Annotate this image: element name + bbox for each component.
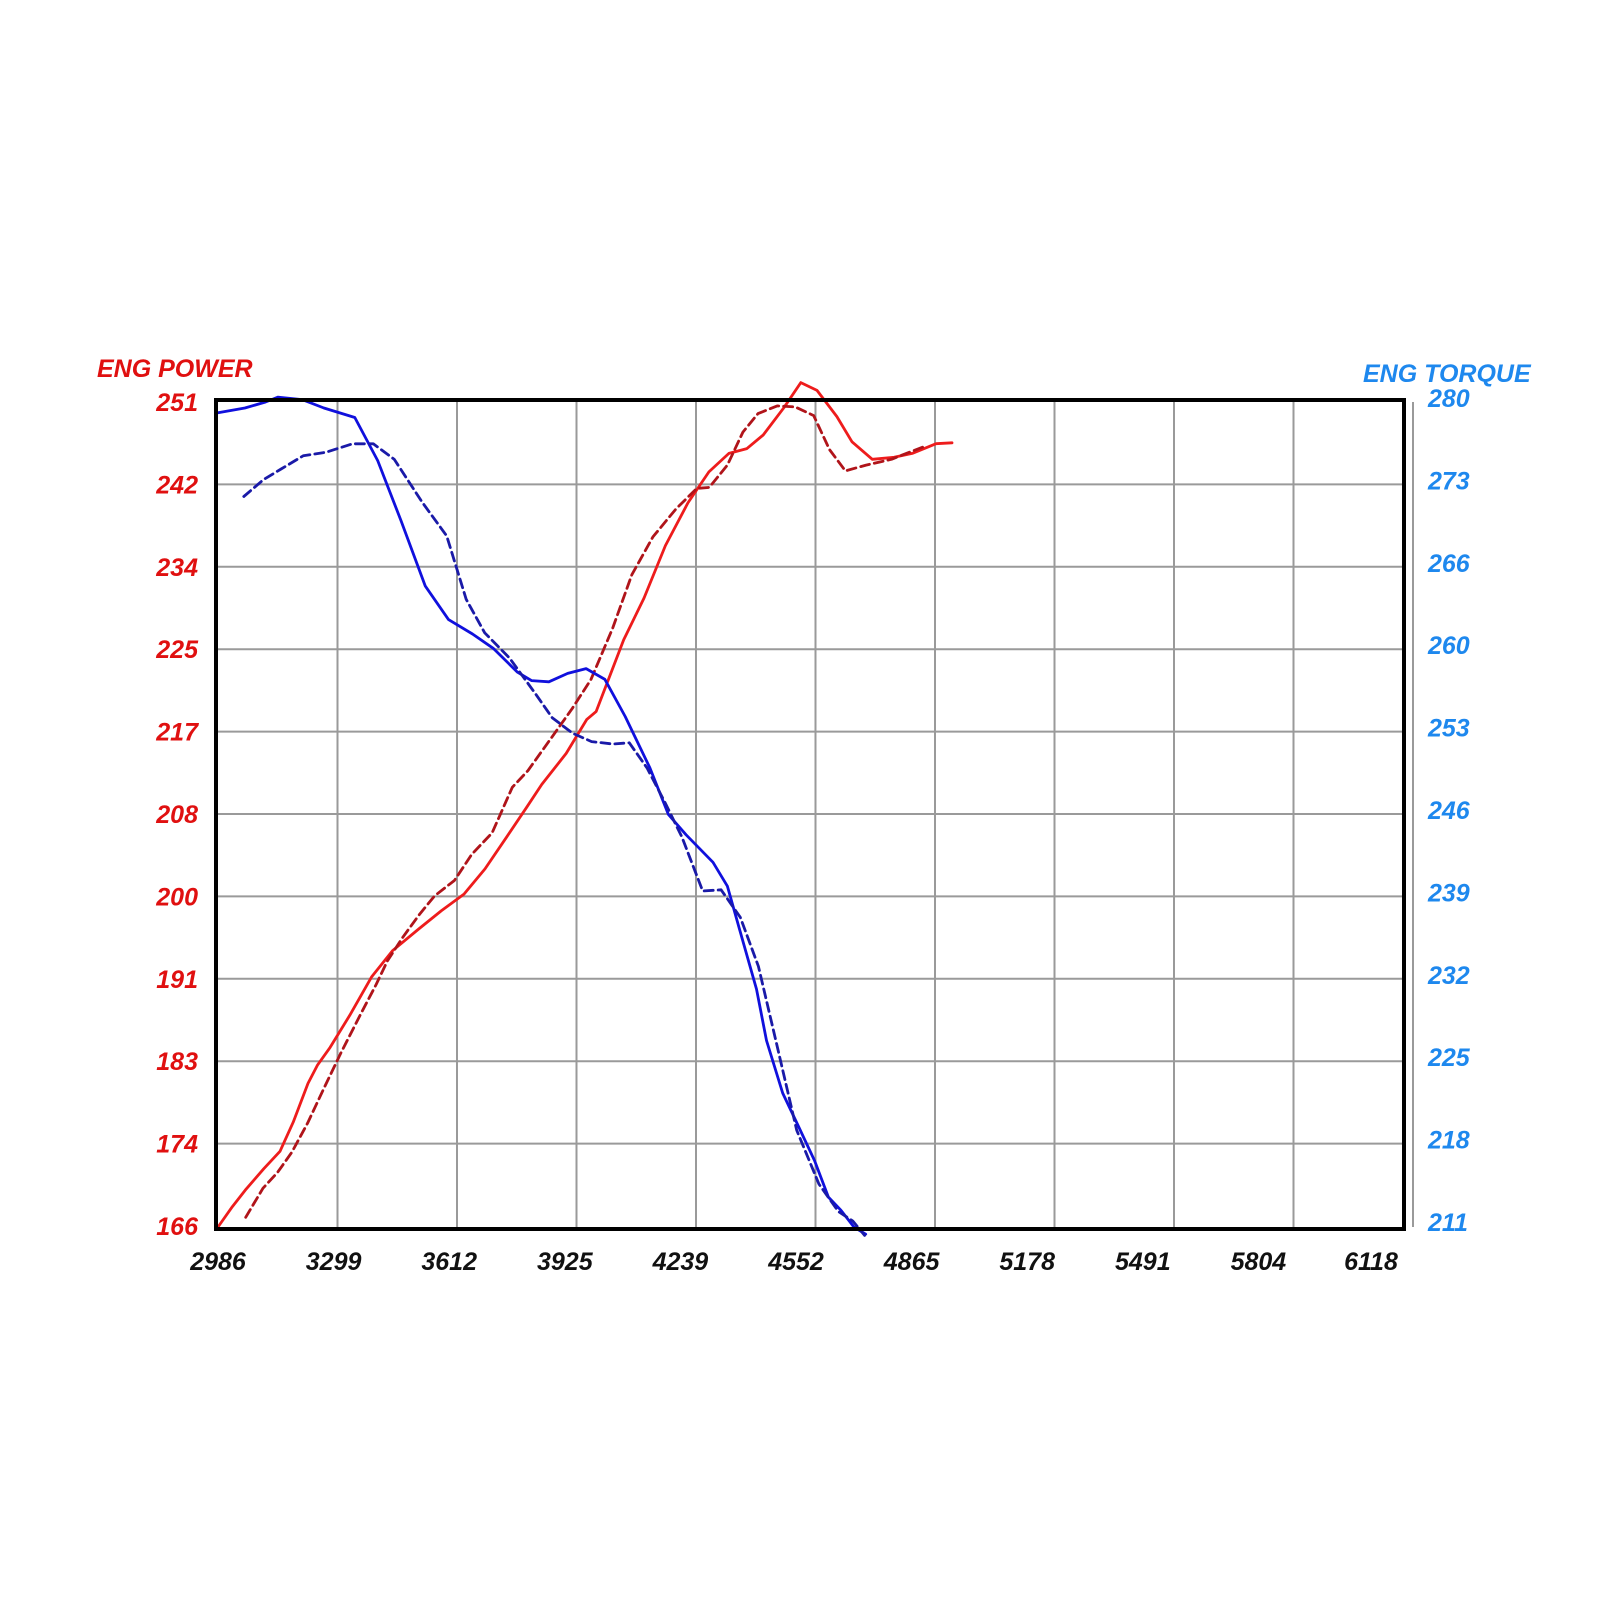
x-tick-label: 5804 [1231, 1248, 1287, 1276]
right-tick-label: 211 [1427, 1209, 1468, 1237]
right-tick-label: 232 [1427, 962, 1470, 990]
x-tick-label: 4865 [883, 1248, 941, 1276]
left-tick-label: 217 [155, 719, 199, 747]
left-tick-label: 208 [155, 801, 198, 829]
right-tick-label: 273 [1427, 467, 1470, 495]
grid [218, 402, 1414, 1227]
x-tick-label: 3925 [537, 1248, 594, 1276]
left-tick-label: 183 [156, 1048, 198, 1076]
left-tick-label: 251 [155, 389, 198, 417]
right-tick-label: 218 [1427, 1127, 1470, 1155]
right-tick-label: 253 [1427, 715, 1470, 743]
torque-line-dashed [242, 442, 866, 1237]
x-tick-label: 6118 [1344, 1248, 1398, 1276]
x-tick-label: 4552 [767, 1248, 824, 1276]
x-tick-label: 3612 [421, 1248, 477, 1276]
right-tick-label: 239 [1427, 879, 1470, 907]
power-line-solid [216, 381, 954, 1229]
left-tick-label: 166 [156, 1213, 199, 1241]
x-tick-label: 4239 [652, 1248, 709, 1276]
series-lines [216, 381, 954, 1237]
left-tick-label: 225 [155, 636, 199, 664]
x-tick-label: 2986 [189, 1248, 247, 1276]
left-tick-label: 234 [155, 554, 198, 582]
right-axis-title: ENG TORQUE [1363, 360, 1532, 388]
x-tick-label: 5178 [999, 1248, 1055, 1276]
x-tick-label: 3299 [306, 1248, 362, 1276]
right-tick-label: 246 [1427, 797, 1471, 825]
x-tick-label: 5491 [1115, 1248, 1171, 1276]
left-tick-label: 174 [156, 1131, 198, 1159]
left-axis-title: ENG POWER [97, 355, 253, 383]
torque-line-solid [216, 395, 868, 1236]
power-line-dashed [244, 404, 926, 1219]
left-tick-label: 191 [156, 966, 198, 994]
right-tick-label: 280 [1427, 385, 1470, 413]
left-tick-label: 242 [155, 471, 198, 499]
plot-frame [214, 398, 1406, 1231]
right-tick-label: 225 [1427, 1044, 1471, 1072]
right-tick-label: 260 [1427, 632, 1470, 660]
right-tick-label: 266 [1427, 550, 1471, 578]
left-tick-label: 200 [155, 883, 198, 911]
tick-labels: 251 242 234 225 217 208 200 191 183 174 166 280 273 2… [155, 385, 1471, 1276]
